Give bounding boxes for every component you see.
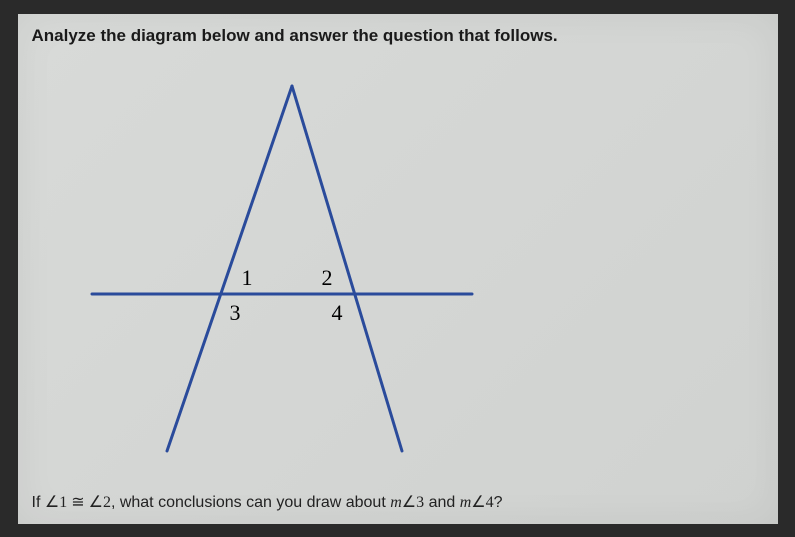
- angle-label-1: 1: [242, 265, 253, 291]
- angle-label-4: 4: [332, 300, 343, 326]
- q-angle3: ∠3: [402, 494, 424, 511]
- angle-label-3: 3: [230, 300, 241, 326]
- q-congruent: ≅: [67, 494, 88, 511]
- prompt-text: Analyze the diagram below and answer the…: [32, 26, 764, 46]
- lambda-right-line: [292, 86, 402, 451]
- question-card: Analyze the diagram below and answer the…: [18, 14, 778, 524]
- q-m1: m: [390, 494, 402, 511]
- q-m2: m: [460, 494, 472, 511]
- diagram-svg: [72, 56, 492, 456]
- q-and: and: [424, 494, 460, 511]
- q-pre: If: [32, 494, 45, 511]
- q-angle4: ∠4: [471, 494, 493, 511]
- q-angle2: ∠2: [89, 494, 111, 511]
- angle-label-2: 2: [322, 265, 333, 291]
- question-text: If ∠1 ≅ ∠2, what conclusions can you dra…: [32, 492, 503, 512]
- lambda-left-line: [167, 86, 292, 451]
- geometry-diagram: 1 2 3 4: [72, 56, 492, 456]
- q-angle1: ∠1: [45, 494, 67, 511]
- q-end: ?: [494, 494, 503, 511]
- q-mid: , what conclusions can you draw about: [111, 494, 390, 511]
